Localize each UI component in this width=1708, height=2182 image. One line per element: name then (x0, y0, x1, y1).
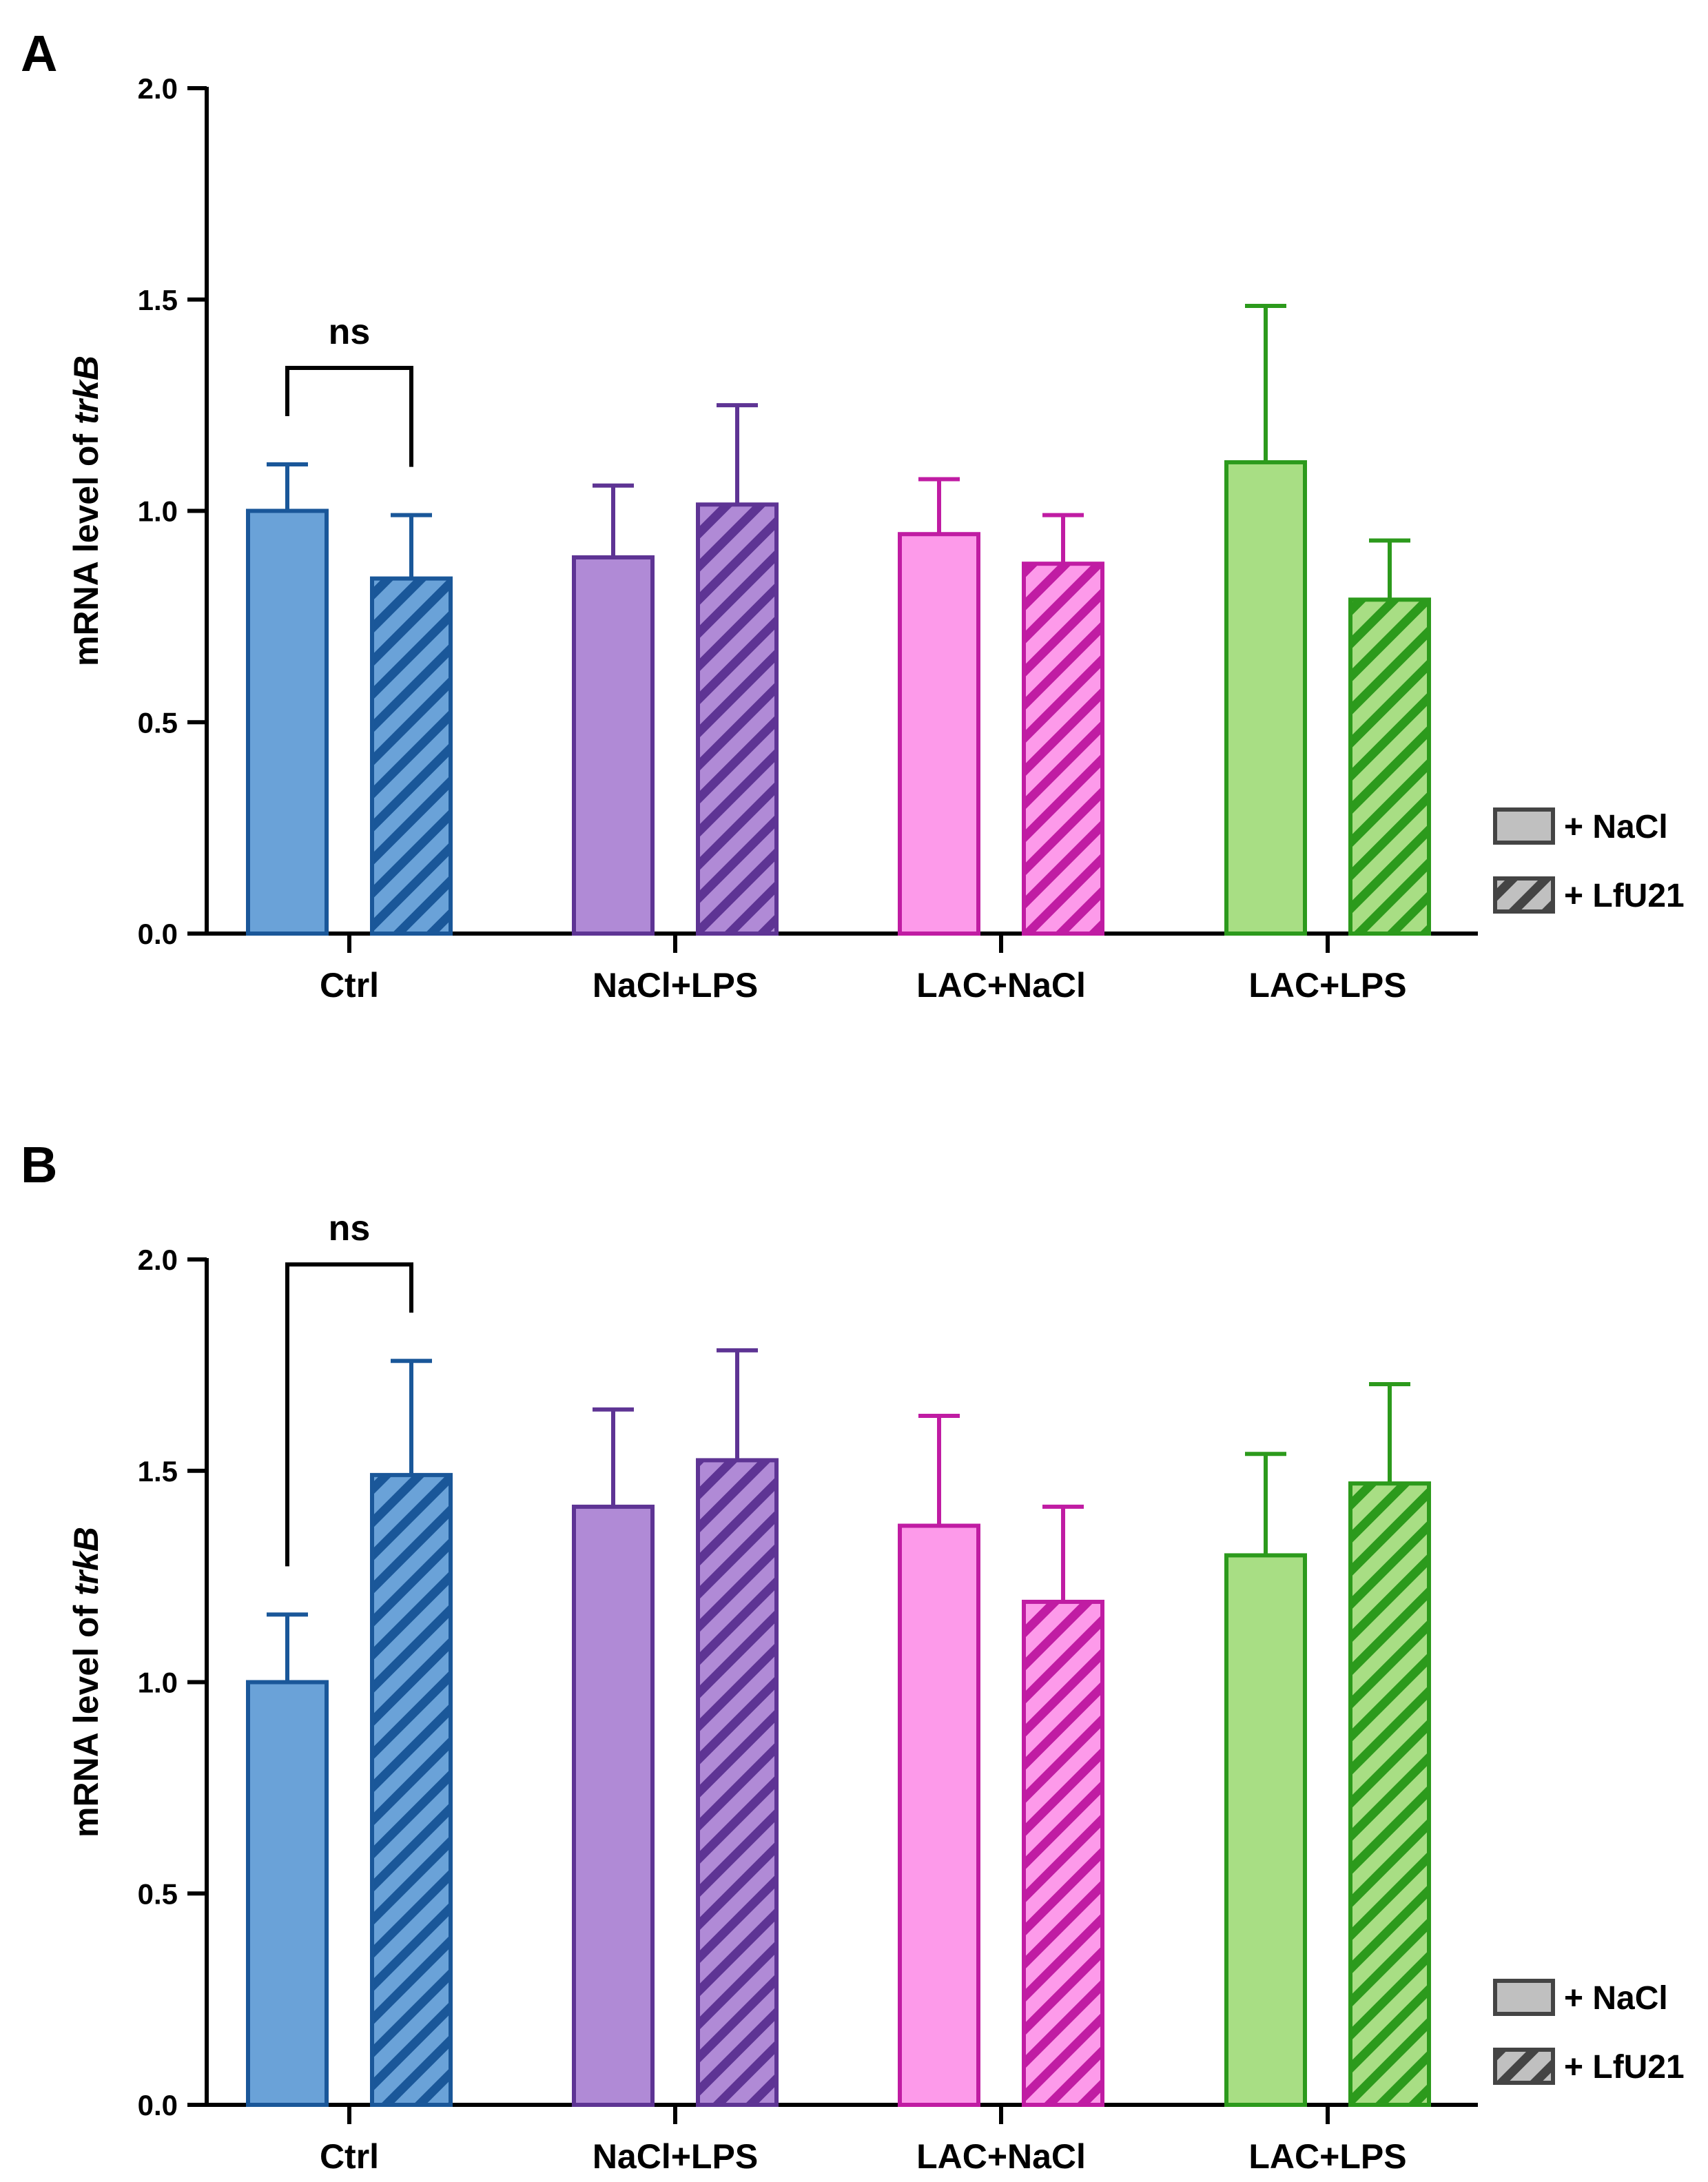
legend-swatch (1493, 876, 1555, 914)
panel-letter: B (21, 1136, 57, 1193)
y-axis-label-prefix: mRNA level of (67, 424, 105, 666)
bar (1022, 562, 1104, 936)
bar (1224, 1553, 1307, 2107)
y-tick-label: 2.0 (138, 1244, 178, 1276)
y-tick-label: 0.0 (138, 918, 178, 950)
y-tick-label: 0.5 (138, 1877, 178, 1910)
y-tick-label: 1.0 (138, 495, 178, 528)
y-axis-label-gene: trkB (67, 1527, 105, 1596)
bar (696, 1458, 779, 2108)
x-tick-label: Ctrl (320, 2137, 379, 2176)
chart-panel-a: A 0.0 0.5 1.0 1.5 2.0 mRNA level of trkB Ctrl Na… (21, 25, 1685, 1005)
legend-swatch (1493, 1979, 1555, 2016)
bar (572, 555, 655, 936)
bar (1022, 1599, 1104, 2108)
bar (246, 1680, 329, 2107)
x-tick-label: LAC+NaCl (916, 966, 1086, 1005)
y-tick-label: 0.5 (138, 706, 178, 739)
y-axis-label: mRNA level of trkB (67, 356, 105, 666)
legend-swatch (1493, 807, 1555, 845)
legend-label: + LfU21 (1564, 2049, 1685, 2086)
legend-label: + NaCl (1564, 1980, 1668, 2017)
y-axis-label-gene: trkB (67, 356, 105, 424)
chart-panel-b: B 0.0 0.5 1.0 1.5 2.0 mRNA level of trkB Ctrl Na… (21, 1136, 1685, 2176)
bar (1348, 1481, 1431, 2107)
significance-label: ns (329, 1208, 371, 1248)
bar (572, 1504, 655, 2107)
significance-bracket (285, 1262, 413, 1567)
legend-label: + NaCl (1564, 809, 1668, 845)
bar (1348, 597, 1431, 936)
bar (898, 532, 980, 936)
y-axis-label-prefix: mRNA level of (67, 1596, 105, 1838)
y-tick-label: 0.0 (138, 2089, 178, 2121)
significance-label: ns (329, 312, 371, 352)
legend-swatch (1493, 2048, 1555, 2085)
bar (696, 502, 779, 936)
x-tick-label: LAC+LPS (1248, 966, 1406, 1005)
bar (898, 1523, 980, 2107)
bar (370, 1472, 453, 2107)
bar (1224, 460, 1307, 936)
x-tick-label: LAC+LPS (1248, 2137, 1406, 2176)
bar (370, 576, 453, 936)
y-axis-label: mRNA level of trkB (67, 1527, 105, 1838)
bar (246, 508, 329, 936)
y-tick-label: 1.5 (138, 1455, 178, 1488)
x-tick-label: LAC+NaCl (916, 2137, 1086, 2176)
x-tick-label: NaCl+LPS (593, 966, 758, 1005)
x-tick-label: NaCl+LPS (593, 2137, 758, 2176)
x-tick-label: Ctrl (320, 966, 379, 1005)
significance-bracket (285, 366, 413, 467)
y-tick-label: 1.5 (138, 284, 178, 316)
y-tick-label: 2.0 (138, 72, 178, 105)
y-tick-label: 1.0 (138, 1667, 178, 1699)
legend-label: + LfU21 (1564, 878, 1685, 914)
panel-letter: A (21, 25, 57, 82)
